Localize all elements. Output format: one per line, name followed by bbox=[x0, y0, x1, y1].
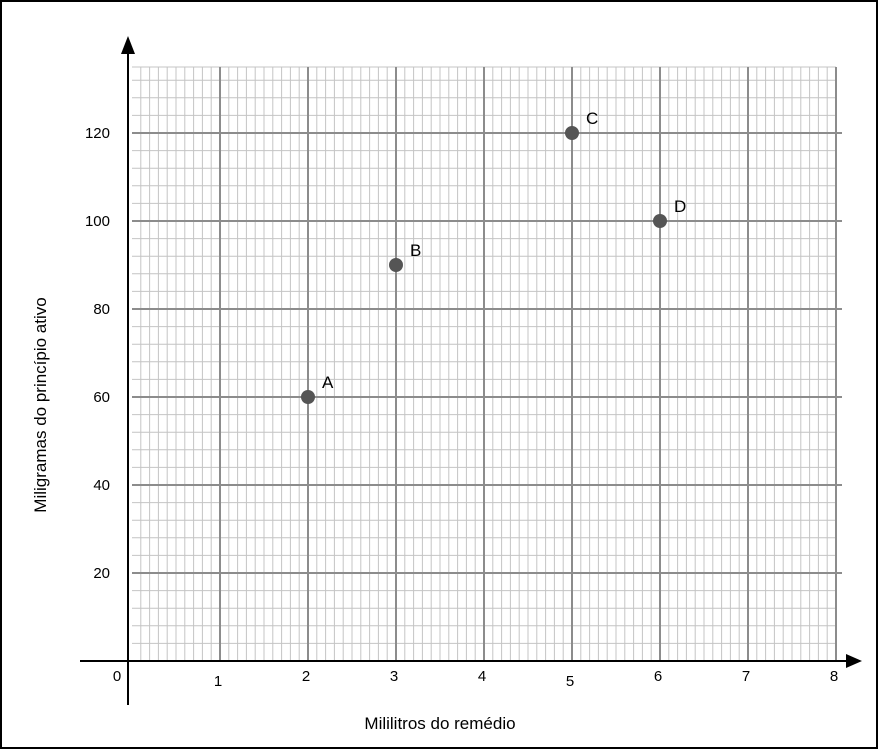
point-label: A bbox=[322, 373, 334, 392]
axes bbox=[80, 36, 862, 705]
x-tick-label: 0 bbox=[113, 668, 121, 685]
point-label: D bbox=[674, 197, 686, 216]
point-label: C bbox=[586, 109, 598, 128]
x-tick-label: 6 bbox=[654, 668, 662, 685]
y-axis-title: Miligramas do princípio ativo bbox=[31, 297, 50, 512]
y-tick-label: 60 bbox=[93, 389, 110, 406]
y-tick-label: 100 bbox=[85, 213, 110, 230]
data-point bbox=[565, 126, 579, 140]
x-tick-label: 4 bbox=[478, 668, 486, 685]
x-axis-arrow-icon bbox=[846, 654, 862, 668]
y-tick-label: 80 bbox=[93, 301, 110, 318]
x-tick-label: 3 bbox=[390, 668, 398, 685]
minor-grid bbox=[132, 66, 836, 661]
point-label: B bbox=[410, 241, 421, 260]
x-tick-label: 5 bbox=[566, 673, 574, 690]
data-point bbox=[301, 390, 315, 404]
x-tick-label: 1 bbox=[214, 673, 222, 690]
tick-labels: 0 1 2 3 4 5 6 7 8 20 40 60 80 100 120 bbox=[85, 125, 838, 690]
y-axis-arrow-icon bbox=[121, 36, 135, 54]
data-point bbox=[653, 214, 667, 228]
x-axis-title: Mililitros do remédio bbox=[364, 714, 515, 733]
data-point bbox=[389, 258, 403, 272]
y-tick-label: 40 bbox=[93, 477, 110, 494]
data-points: A B C D bbox=[301, 109, 686, 404]
y-tick-label: 120 bbox=[85, 125, 110, 142]
major-grid bbox=[132, 67, 842, 661]
x-tick-label: 2 bbox=[302, 668, 310, 685]
x-tick-label: 8 bbox=[830, 668, 838, 685]
x-tick-label: 7 bbox=[742, 668, 750, 685]
y-tick-label: 20 bbox=[93, 565, 110, 582]
